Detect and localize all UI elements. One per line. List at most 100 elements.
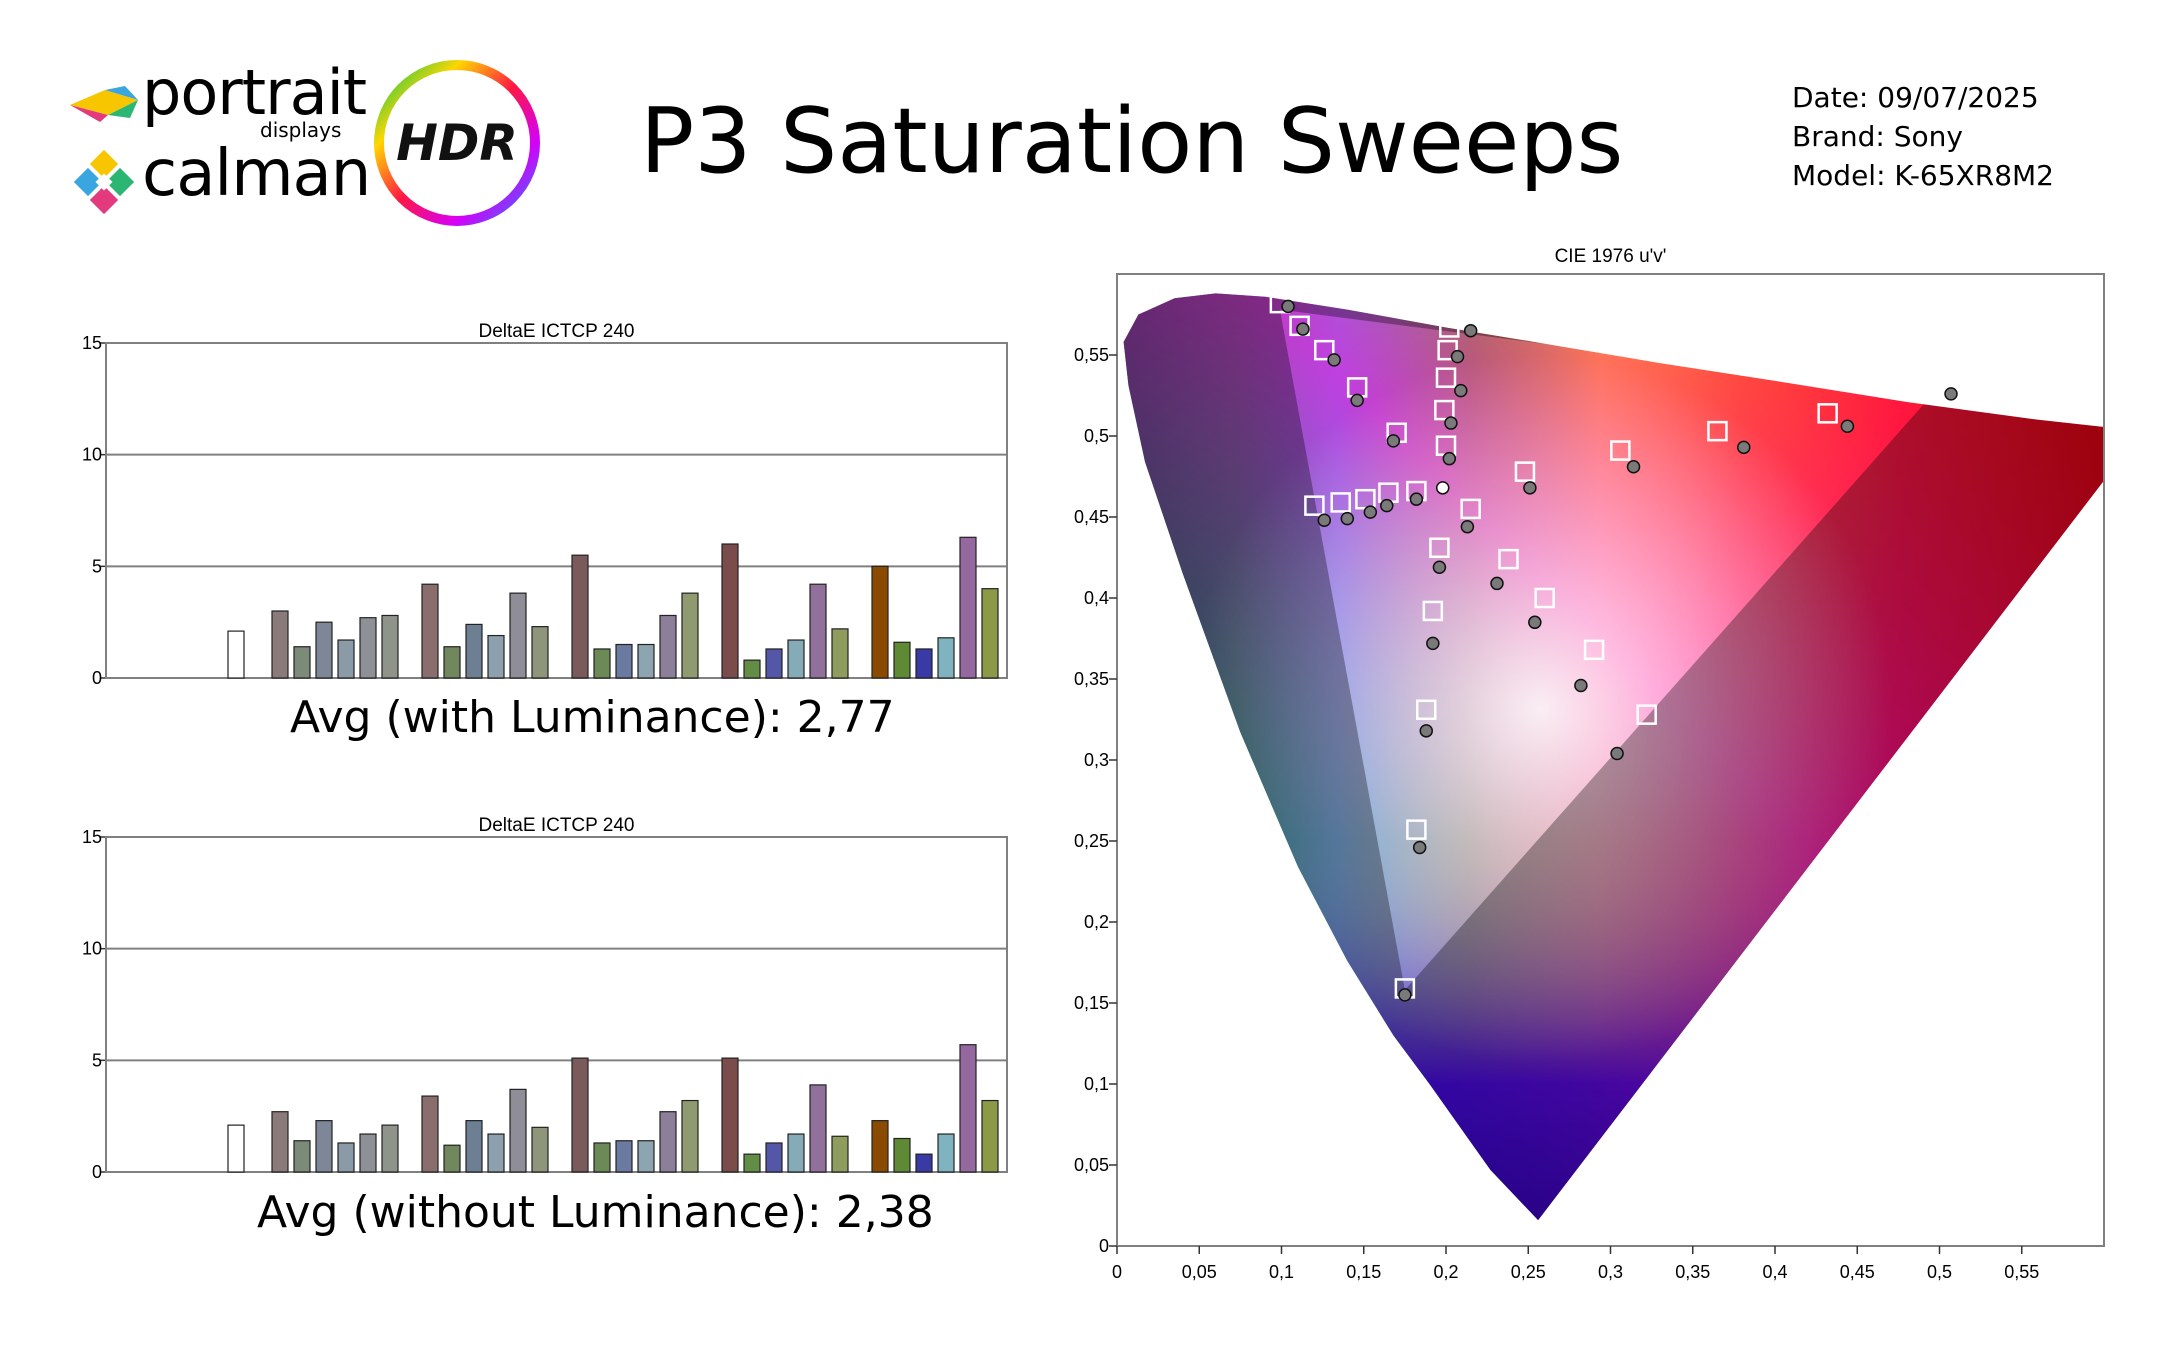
y-tick-label: 15 [82,333,102,353]
y-tick-label: 5 [92,1050,102,1070]
bar-yellow-4 [637,643,655,679]
bar-magenta-5 [959,536,977,679]
logo-area: portrait displays calman HDR [60,50,560,240]
bar-yellow-3 [615,1140,633,1173]
bar-magenta-1 [871,1120,889,1173]
measured-point [1380,498,1394,513]
bar-cyan-6 [381,1124,399,1173]
bar-yellow-1 [571,1057,589,1173]
bar-green-6 [531,626,549,679]
target-point [1346,377,1368,398]
measured-point [1350,393,1364,408]
bar-magenta-4 [937,1133,955,1173]
y-tick-label: 0,55 [1074,345,1109,365]
measured-point [1574,678,1588,693]
bar-yellow-5 [659,614,677,679]
y-tick-label: 0,2 [1084,912,1109,932]
target-point [1439,317,1460,338]
portrait-wordmark: portrait [142,56,367,129]
report-meta: Date: 09/07/2025 Brand: Sony Model: K-65… [1792,78,2054,195]
bar-red-6 [831,1135,849,1173]
target-point [1921,380,1942,401]
bar-green-3 [465,1120,483,1173]
spectral-locus [1123,293,2104,1221]
target-point [1378,482,1399,503]
target-point [1437,339,1458,361]
bar-red-2 [743,659,761,679]
measured-point [1736,440,1751,455]
plot-frame [105,342,1008,679]
x-tick-label: 0,45 [1840,1262,1875,1282]
report-brand: Brand: Sony [1792,120,1963,153]
bar-green-2 [443,1144,461,1173]
target-point [1304,495,1325,516]
bar-red-2 [743,1153,761,1173]
bar-red-3 [765,1142,783,1173]
bar-white-1 [227,1124,245,1173]
target-point [1394,978,1416,999]
x-tick-label: 0,2 [1433,1262,1458,1282]
measured-point [1419,724,1434,738]
bar-magenta-4 [937,637,955,679]
bar-yellow-1 [571,554,589,679]
y-tick-label: 0,15 [1074,993,1109,1013]
bar-green-1 [421,1095,439,1173]
target-point [1269,292,1291,314]
bar-yellow-2 [593,648,611,679]
measured-point [1626,460,1641,474]
measured-point [1426,636,1440,651]
y-tick-label: 0 [92,668,102,688]
measured-point [1442,451,1457,466]
target-point [1817,403,1838,424]
bar-magenta-6 [981,588,999,679]
bar-magenta-2 [893,1137,911,1173]
x-tick-label: 0,15 [1346,1262,1381,1282]
bar-cyan-2 [293,1140,311,1173]
bar-green-5 [509,1088,527,1173]
bar-red-4 [787,1133,805,1173]
measured-point [1432,560,1447,574]
measured-point [1317,513,1332,527]
x-tick-label: 0,35 [1675,1262,1710,1282]
measured-point [1444,416,1458,430]
measured-point [1944,387,1958,401]
bar-magenta-3 [915,1153,933,1173]
bar-cyan-3 [315,621,333,679]
bar-magenta-6 [981,1099,999,1173]
measured-point [1409,492,1424,506]
hdr-badge-icon: HDR [374,60,540,226]
target-point [1435,367,1457,388]
y-tick-label: 0,05 [1074,1155,1109,1175]
bar-green-4 [487,1133,505,1173]
target-point [1434,399,1455,421]
y-tick-label: 0 [1099,1236,1109,1256]
x-tick-label: 0,05 [1182,1262,1217,1282]
page-title: P3 Saturation Sweeps [640,89,1624,194]
bar-cyan-6 [381,614,399,679]
cie-chart-title: CIE 1976 u'v' [1555,246,1667,267]
target-point [1422,600,1444,622]
bar-magenta-3 [915,648,933,679]
measured-point [1281,299,1295,314]
bar-chart-title: DeltaE ICTCP 240 [479,321,635,342]
report-date: Date: 09/07/2025 [1792,81,2039,114]
y-tick-label: 10 [82,939,102,959]
bar-red-5 [809,1084,827,1173]
y-tick-label: 5 [92,556,102,576]
avg-without-luminance: Avg (without Luminance): 2,38 [257,1187,934,1238]
y-tick-label: 0,5 [1084,426,1109,446]
measured-point [1450,349,1465,364]
target-point [1330,492,1351,513]
bar-red-1 [721,1057,739,1173]
y-tick-label: 0,4 [1084,588,1109,608]
target-point [1355,488,1376,510]
bar-red-6 [831,628,849,679]
measured-point [1460,519,1475,534]
y-tick-label: 0,3 [1084,750,1109,770]
target-point [1583,639,1605,661]
bar-magenta-2 [893,641,911,679]
y-tick-label: 0,1 [1084,1074,1109,1094]
plot-frame [105,836,1008,1173]
y-tick-label: 10 [82,445,102,465]
bar-cyan-4 [337,639,355,679]
